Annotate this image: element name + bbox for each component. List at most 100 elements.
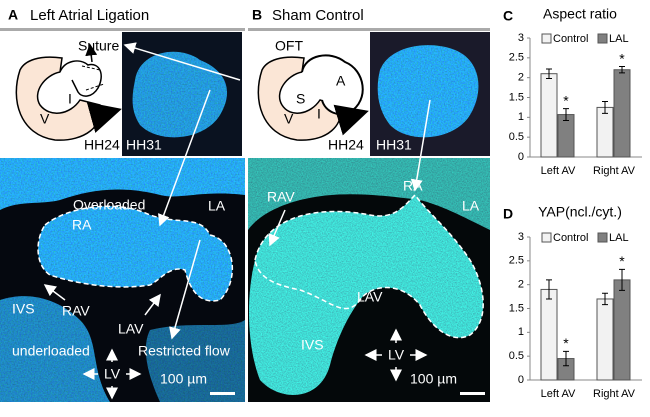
label: I	[68, 91, 72, 107]
label: RA	[403, 178, 423, 194]
label: LAV	[357, 289, 383, 305]
charts: C Aspect ratio 0 0.5 1 1.5 2 2.5 3 Control LAL * * Le…	[503, 6, 642, 400]
significance: *	[619, 50, 625, 66]
heart-schematic	[15, 56, 102, 141]
arrow	[410, 99, 431, 192]
y-tick-label: 0	[518, 151, 524, 163]
directions	[364, 328, 428, 382]
legend-label: Control	[553, 33, 588, 45]
legend-swatch	[541, 33, 552, 44]
outline	[37, 205, 234, 302]
label: LA	[462, 198, 480, 214]
header-rule	[0, 28, 245, 31]
heart-schematic	[59, 60, 102, 97]
y-tick-label: 1	[518, 111, 524, 123]
arrow	[144, 293, 161, 316]
arrow	[123, 42, 241, 81]
tissue	[145, 320, 245, 402]
tissue	[132, 51, 228, 138]
stage-label: HH31	[376, 137, 412, 153]
x-tick-label: Right AV	[593, 165, 636, 177]
bar	[540, 73, 558, 158]
panel-letter: D	[503, 206, 513, 222]
panel-letter: B	[252, 7, 262, 23]
y-tick-label: 1.5	[509, 302, 524, 314]
scale-label: 100 µm	[160, 371, 207, 387]
arrow	[43, 284, 66, 301]
chart-title: YAP(ncl./cyt.)	[538, 204, 622, 220]
scale-label: 100 µm	[410, 371, 457, 387]
panel-title: Left Atrial Ligation	[30, 7, 149, 24]
tissue	[248, 195, 484, 395]
y-tick-label: 3	[518, 32, 524, 44]
legend-label: LAL	[609, 232, 629, 244]
tissue	[377, 45, 479, 138]
y-tick-label: 0.5	[509, 350, 524, 362]
arrow	[169, 239, 201, 340]
stage-label: HH31	[126, 137, 162, 153]
x-tick-label: Left AV	[541, 388, 576, 400]
label: LV	[388, 347, 405, 363]
error-bar	[563, 350, 569, 367]
label: Suture	[78, 38, 119, 54]
x-tick-label: Right AV	[593, 388, 636, 400]
arrow	[268, 209, 286, 247]
error-bar	[619, 66, 625, 74]
label: LV	[104, 366, 121, 382]
chart-title: Aspect ratio	[543, 6, 617, 22]
panel-title: Sham Control	[272, 7, 364, 24]
label: V	[40, 111, 50, 127]
y-tick-label: 0.5	[509, 131, 524, 143]
bar	[613, 69, 631, 158]
y-tick-label: 2.5	[509, 52, 524, 64]
panel-letter: C	[503, 8, 513, 24]
label: LAV	[118, 321, 144, 337]
label: RAV	[267, 189, 295, 205]
bar	[540, 288, 558, 381]
legend-swatch	[541, 232, 552, 243]
label: underloaded	[12, 343, 90, 359]
bar	[596, 298, 614, 381]
legend-swatch	[597, 33, 608, 44]
label: I	[317, 106, 321, 122]
bar	[596, 106, 614, 158]
panel-a: A Left Atrial Ligation Suture V I HH24 H…	[0, 7, 245, 402]
legend-label: LAL	[609, 33, 629, 45]
suture-line	[81, 65, 105, 91]
error-bar	[546, 279, 552, 300]
x-tick-label: Left AV	[541, 165, 576, 177]
arrow	[333, 104, 369, 136]
significance: *	[619, 253, 625, 269]
label: LA	[208, 198, 226, 214]
label: Restricted flow	[138, 343, 231, 359]
label: RAV	[62, 303, 90, 319]
scale-bar	[210, 392, 235, 395]
error-bar	[563, 108, 569, 122]
heart-schematic	[301, 54, 364, 116]
arrow	[158, 89, 211, 227]
label: S	[296, 91, 305, 107]
directions	[82, 348, 142, 400]
stage-label: HH24	[328, 137, 364, 153]
arrow	[86, 102, 122, 133]
label: OFT	[275, 38, 303, 54]
scale-bar	[460, 392, 485, 395]
bar	[613, 279, 631, 381]
y-tick-label: 0	[518, 374, 524, 386]
label: A	[336, 73, 346, 89]
heart-schematic	[257, 56, 342, 141]
label: RA	[72, 217, 92, 233]
error-bar	[602, 292, 608, 306]
tissue	[38, 206, 233, 301]
significance: *	[563, 92, 569, 108]
error-bar	[602, 100, 608, 114]
y-tick-label: 2	[518, 279, 524, 291]
outline	[254, 193, 484, 339]
label: IVS	[12, 301, 35, 317]
label: Overloaded	[73, 197, 145, 213]
panel-b: B Sham Control OFT A S V I HH24 HH31 RA …	[248, 7, 490, 402]
significance: *	[563, 335, 569, 351]
panel-letter: A	[8, 7, 18, 23]
legend-label: Control	[553, 232, 588, 244]
